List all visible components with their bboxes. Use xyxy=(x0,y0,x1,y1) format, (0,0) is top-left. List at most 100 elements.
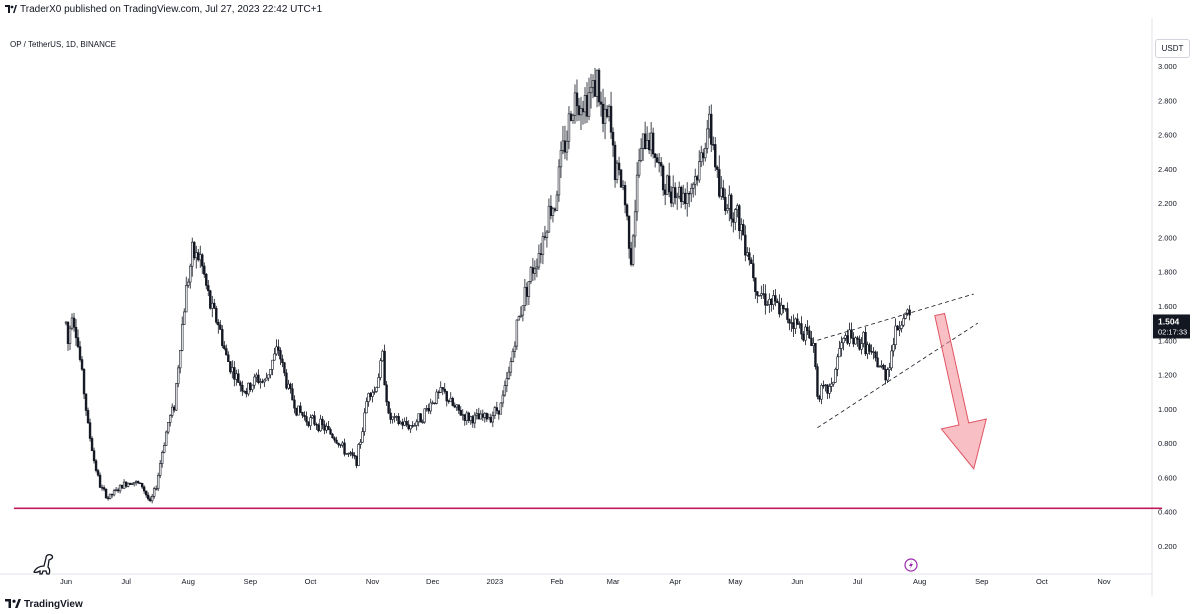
time-axis[interactable]: Jun Jul Aug Sep Oct Nov Dec 2023 Feb Mar Apr May Jun… xyxy=(60,577,1111,586)
candle-down xyxy=(599,101,603,105)
candle-up xyxy=(834,369,837,383)
price-tag-background xyxy=(1153,314,1190,339)
candle-down xyxy=(353,455,356,457)
candle-up xyxy=(175,383,178,411)
candle-up xyxy=(633,211,637,237)
y-tick-label: 3.000 xyxy=(1158,62,1177,71)
candle-down xyxy=(627,215,631,249)
candle-up xyxy=(255,374,258,378)
candle-down xyxy=(688,192,691,195)
candle-down xyxy=(385,384,388,403)
trendline xyxy=(817,293,974,341)
candle-down xyxy=(245,390,248,395)
candle-down xyxy=(525,286,529,297)
candle-up xyxy=(541,236,545,255)
candle-up xyxy=(64,321,68,324)
candle-up xyxy=(267,374,270,379)
candle-up xyxy=(122,481,126,489)
candle-up xyxy=(685,192,689,204)
candle-down xyxy=(643,133,647,149)
price-axis[interactable]: 0.200 0.400 0.600 0.800 1.000 1.200 1.400 1.600… xyxy=(1158,62,1177,551)
candle-down xyxy=(457,404,460,411)
candle-up xyxy=(399,421,402,425)
candle-up xyxy=(253,376,256,386)
candle-down xyxy=(369,393,372,397)
candle-down xyxy=(207,285,210,292)
candle-down xyxy=(467,412,470,421)
candle-down xyxy=(585,94,589,117)
candle-up xyxy=(235,373,238,380)
candle-up xyxy=(509,361,513,373)
x-tick-label: Jun xyxy=(60,577,72,586)
candle-up xyxy=(621,185,625,188)
candle-up xyxy=(189,265,192,283)
last-price-value: 1.504 xyxy=(1158,316,1180,326)
candle-down xyxy=(738,205,741,232)
x-tick-label: Oct xyxy=(305,577,318,586)
candle-up xyxy=(349,452,352,454)
candle-down xyxy=(882,364,885,370)
candle-down xyxy=(659,162,663,167)
candle-down xyxy=(543,236,547,238)
x-tick-label: May xyxy=(728,577,742,586)
candle-down xyxy=(229,361,232,373)
x-tick-label: Mar xyxy=(607,577,620,586)
candle-down xyxy=(724,196,727,211)
candle-down xyxy=(714,144,717,168)
candle-up xyxy=(842,337,845,344)
candle-up xyxy=(760,293,763,296)
y-tick-label: 2.800 xyxy=(1158,96,1177,105)
candle-down xyxy=(303,414,306,417)
candle-down xyxy=(124,481,128,487)
candle-down xyxy=(613,144,617,180)
candle-up xyxy=(435,391,438,404)
candle-down xyxy=(397,416,400,425)
candle-down xyxy=(575,92,579,107)
candle-down xyxy=(447,400,450,403)
candle-up xyxy=(573,92,577,116)
candle-up xyxy=(417,413,420,423)
chart-area[interactable]: 0.200 0.400 0.600 0.800 1.000 1.200 1.400 1.600… xyxy=(0,18,1200,596)
x-tick-label: 2023 xyxy=(486,577,503,586)
candle-up xyxy=(413,425,416,427)
candle-down xyxy=(343,442,346,455)
candle-down xyxy=(219,324,222,330)
candle-down xyxy=(88,422,92,439)
candle-up xyxy=(479,413,482,420)
lightning-icon[interactable] xyxy=(904,558,918,572)
candle-up xyxy=(533,268,537,274)
candle-up xyxy=(160,452,164,464)
candle-up xyxy=(844,335,847,339)
candle-up xyxy=(461,414,464,416)
x-tick-label: Nov xyxy=(1097,577,1111,586)
candle-up xyxy=(766,304,769,306)
x-tick-label: Sep xyxy=(975,577,988,586)
candle-up xyxy=(403,421,406,426)
candle-down xyxy=(106,497,110,499)
candle-down xyxy=(327,426,330,430)
candle-down xyxy=(335,439,338,444)
currency-selector[interactable]: USDT xyxy=(1155,39,1190,58)
candle-up xyxy=(171,406,174,416)
candle-down xyxy=(826,384,829,394)
candle-down xyxy=(279,350,282,360)
candle-down xyxy=(102,487,106,490)
candle-down xyxy=(387,401,390,414)
candle-down xyxy=(788,319,791,324)
candle-down xyxy=(237,373,240,383)
candle-up xyxy=(359,441,362,445)
candle-down xyxy=(433,402,436,404)
candle-down xyxy=(605,108,609,117)
candle-up xyxy=(706,128,709,149)
candle-down xyxy=(74,326,78,338)
candle-up xyxy=(906,309,909,314)
candle-down xyxy=(351,452,354,456)
candle-down xyxy=(485,413,489,420)
candle-down xyxy=(802,333,805,341)
candle-down xyxy=(702,152,705,159)
candle-down xyxy=(84,393,88,411)
x-tick-label: Jun xyxy=(791,577,803,586)
price-chart[interactable]: 0.200 0.400 0.600 0.800 1.000 1.200 1.400 1.600… xyxy=(0,18,1200,596)
candle-up xyxy=(812,343,815,347)
candle-up xyxy=(363,412,366,432)
